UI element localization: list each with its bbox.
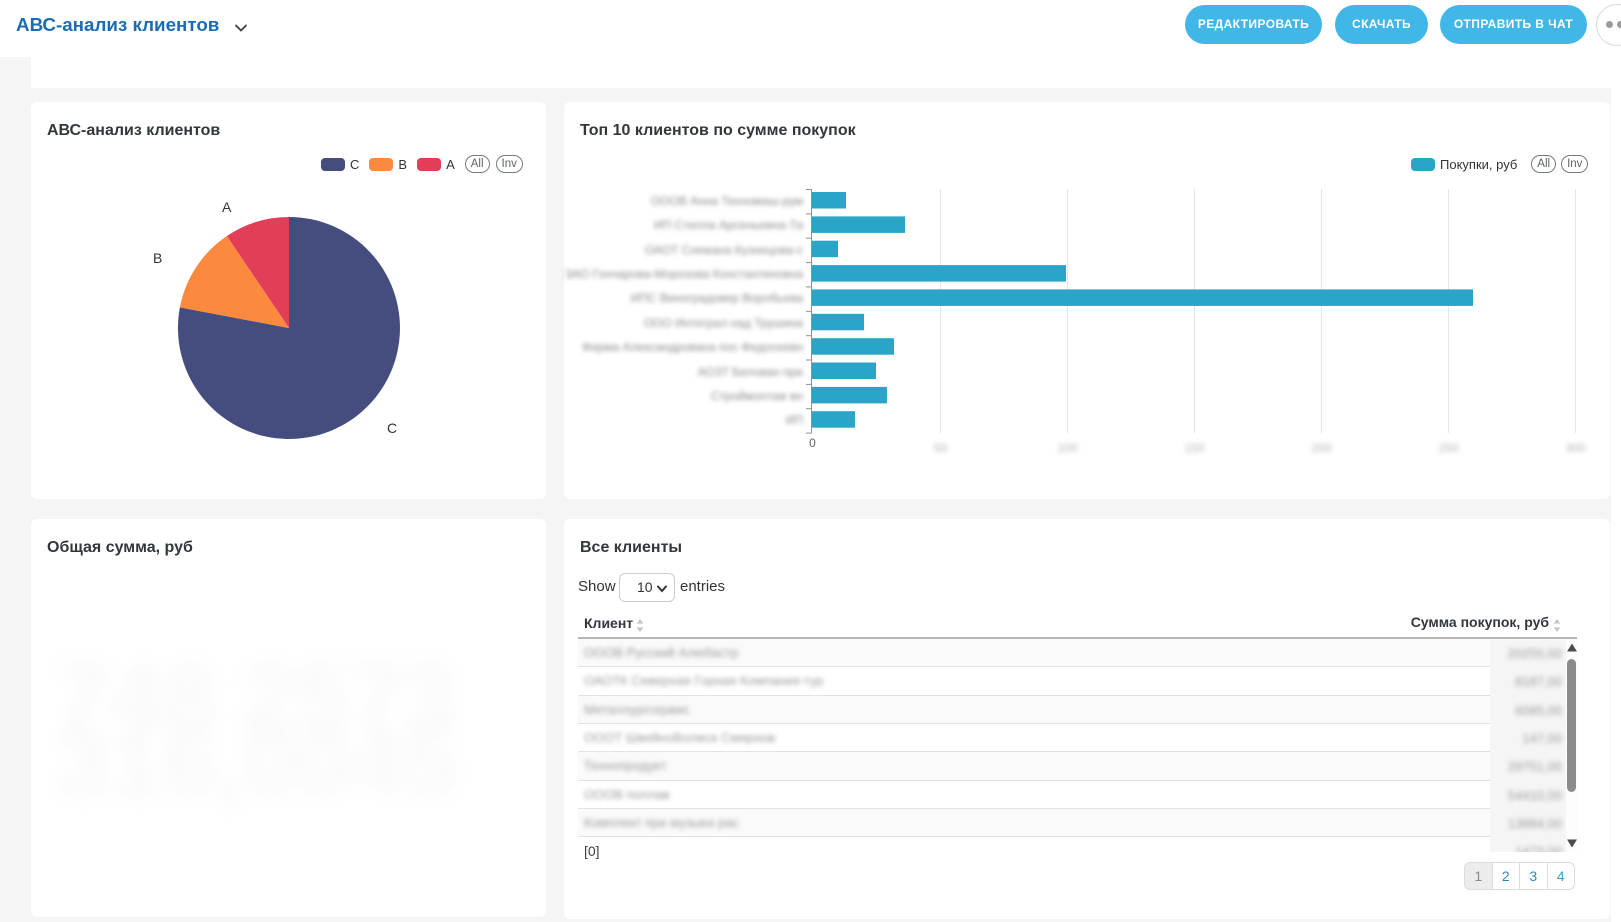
svg-text:0: 0 bbox=[809, 436, 816, 450]
svg-text:B: B bbox=[153, 250, 162, 266]
svg-text:C: C bbox=[387, 420, 397, 436]
svg-text:A: A bbox=[222, 199, 232, 215]
